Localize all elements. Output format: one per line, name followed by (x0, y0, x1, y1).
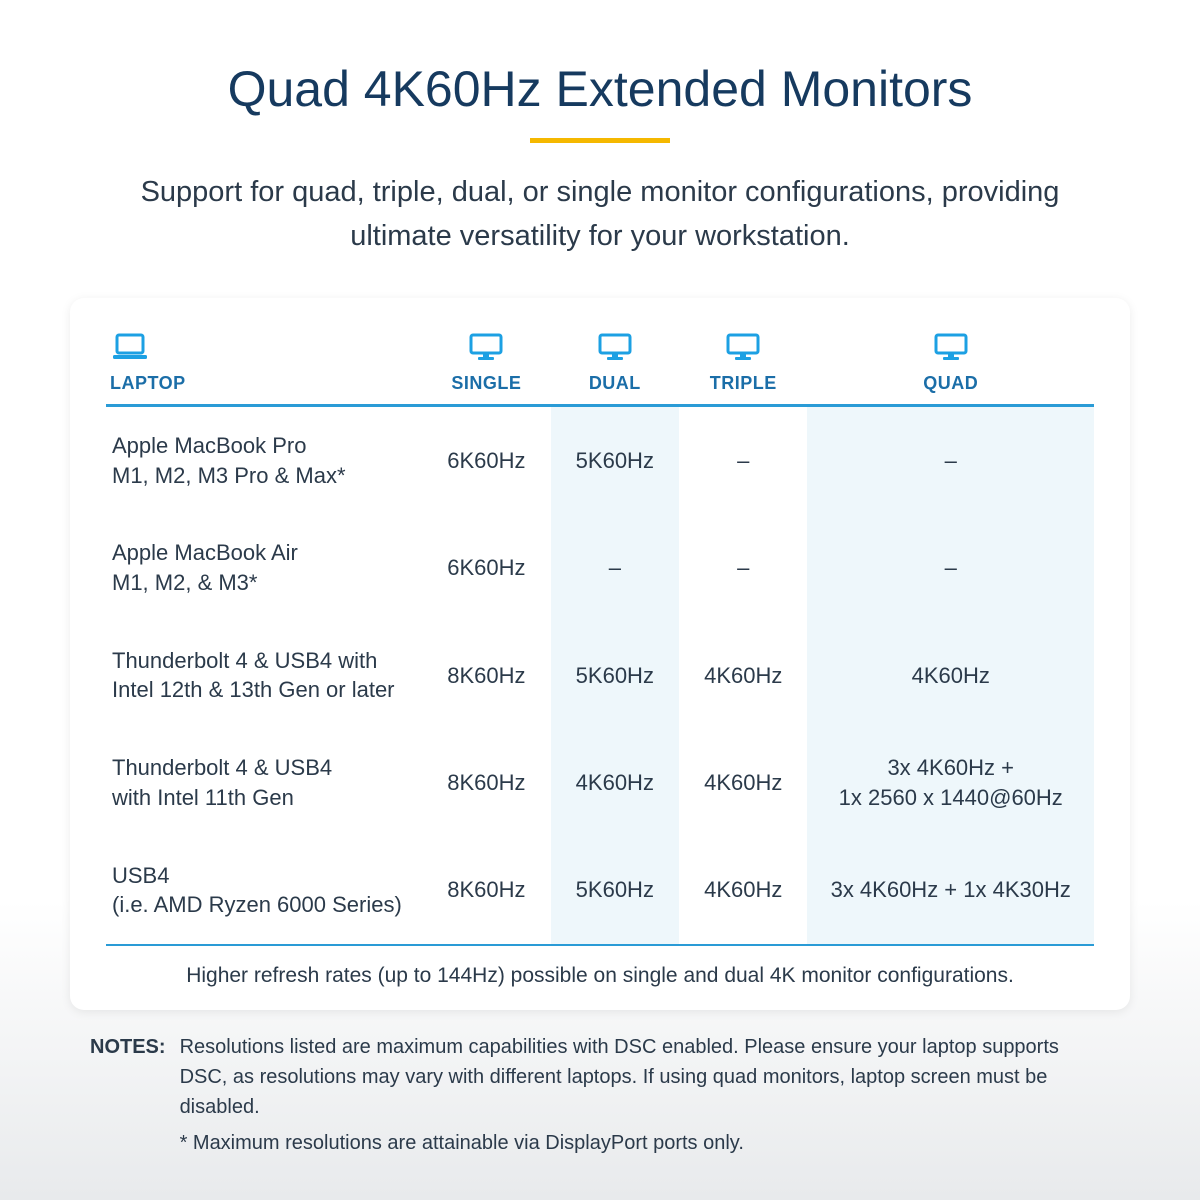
table-body: Apple MacBook ProM1, M2, M3 Pro & Max* 6… (106, 406, 1094, 946)
cell-dual: 5K60Hz (551, 837, 679, 945)
cell-dual: 5K60Hz (551, 406, 679, 515)
table-row: Apple MacBook ProM1, M2, M3 Pro & Max* 6… (106, 406, 1094, 515)
cell-triple: – (679, 514, 807, 621)
col-header-laptop: LAPTOP (106, 326, 422, 404)
table-row: Thunderbolt 4 & USB4with Intel 11th Gen … (106, 729, 1094, 836)
cell-single: 8K60Hz (422, 622, 550, 729)
cell-triple: 4K60Hz (679, 729, 807, 836)
notes-line: * Maximum resolutions are attainable via… (180, 1128, 1110, 1158)
cell-dual: – (551, 514, 679, 621)
col-header-quad: QUAD (807, 326, 1094, 404)
cell-dual: 4K60Hz (551, 729, 679, 836)
laptop-icon (110, 332, 418, 367)
table-row: Thunderbolt 4 & USB4 withIntel 12th & 13… (106, 622, 1094, 729)
monitor-icon (811, 332, 1090, 367)
col-header-triple: TRIPLE (679, 326, 807, 404)
monitor-icon (426, 332, 546, 367)
notes-line: Resolutions listed are maximum capabilit… (180, 1032, 1110, 1122)
title-underline (530, 138, 670, 143)
notes-block: NOTES: Resolutions listed are maximum ca… (90, 1032, 1110, 1164)
col-header-dual: DUAL (551, 326, 679, 404)
cell-single: 8K60Hz (422, 837, 550, 945)
col-header-single: SINGLE (422, 326, 550, 404)
cell-single: 6K60Hz (422, 514, 550, 621)
laptop-cell: USB4(i.e. AMD Ryzen 6000 Series) (106, 837, 422, 945)
col-label: TRIPLE (710, 373, 777, 393)
cell-quad: 3x 4K60Hz + 1x 4K30Hz (807, 837, 1094, 945)
col-label: DUAL (589, 373, 641, 393)
spec-table: LAPTOP SINGLE DUAL (106, 326, 1094, 946)
laptop-cell: Thunderbolt 4 & USB4 withIntel 12th & 13… (106, 622, 422, 729)
monitor-icon (555, 332, 675, 367)
notes-label: NOTES: (90, 1032, 166, 1164)
cell-quad: – (807, 406, 1094, 515)
page-title: Quad 4K60Hz Extended Monitors (60, 60, 1140, 118)
table-row: USB4(i.e. AMD Ryzen 6000 Series) 8K60Hz … (106, 837, 1094, 945)
notes-body: Resolutions listed are maximum capabilit… (180, 1032, 1110, 1164)
table-footnote: Higher refresh rates (up to 144Hz) possi… (106, 946, 1094, 994)
col-label: SINGLE (451, 373, 521, 393)
laptop-cell: Apple MacBook AirM1, M2, & M3* (106, 514, 422, 621)
cell-quad: – (807, 514, 1094, 621)
cell-single: 8K60Hz (422, 729, 550, 836)
cell-single: 6K60Hz (422, 406, 550, 515)
cell-dual: 5K60Hz (551, 622, 679, 729)
subtitle: Support for quad, triple, dual, or singl… (120, 171, 1080, 258)
laptop-cell: Apple MacBook ProM1, M2, M3 Pro & Max* (106, 406, 422, 515)
monitor-icon (683, 332, 803, 367)
col-label: QUAD (923, 373, 978, 393)
col-label: LAPTOP (110, 373, 186, 393)
cell-quad: 4K60Hz (807, 622, 1094, 729)
table-row: Apple MacBook AirM1, M2, & M3* 6K60Hz – … (106, 514, 1094, 621)
laptop-cell: Thunderbolt 4 & USB4with Intel 11th Gen (106, 729, 422, 836)
cell-triple: – (679, 406, 807, 515)
cell-quad: 3x 4K60Hz +1x 2560 x 1440@60Hz (807, 729, 1094, 836)
spec-card: LAPTOP SINGLE DUAL (70, 298, 1130, 1010)
cell-triple: 4K60Hz (679, 622, 807, 729)
cell-triple: 4K60Hz (679, 837, 807, 945)
